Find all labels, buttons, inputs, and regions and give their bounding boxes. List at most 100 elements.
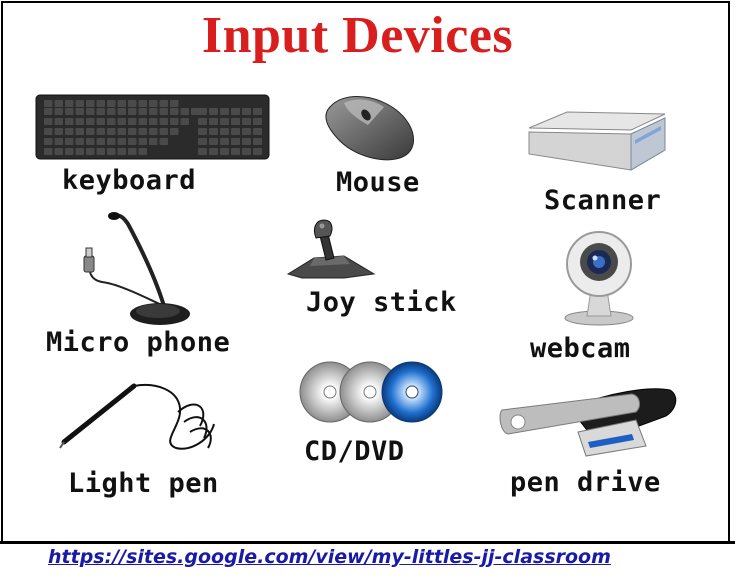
keyboard-key <box>75 148 84 155</box>
keyboard-key <box>138 138 147 145</box>
label-webcam: webcam <box>530 333 631 364</box>
keyboard-key <box>253 138 262 145</box>
keyboard-key <box>44 128 53 135</box>
keyboard-key <box>65 148 74 155</box>
keyboard-key <box>170 118 179 125</box>
keyboard-key <box>170 108 179 115</box>
keyboard-key <box>96 118 105 125</box>
keyboard-key <box>191 108 200 115</box>
keyboard-key <box>159 100 168 107</box>
keyboard-key <box>117 128 126 135</box>
keyboard-key <box>54 148 63 155</box>
keyboard-key <box>253 118 262 125</box>
scanner-icon <box>528 111 666 171</box>
device-mouse <box>322 93 417 163</box>
device-light-pen <box>59 382 218 454</box>
keyboard-key <box>128 138 137 145</box>
keyboard-key <box>170 100 179 107</box>
device-webcam <box>551 230 646 326</box>
label-joystick: Joy stick <box>306 287 457 318</box>
keyboard-key <box>65 128 74 135</box>
keyboard-key <box>242 138 251 145</box>
keyboard-icon <box>35 94 270 160</box>
keyboard-key <box>96 128 105 135</box>
keyboard-key <box>75 100 84 107</box>
keyboard-key <box>54 108 63 115</box>
keyboard-key <box>180 108 189 115</box>
keyboard-key <box>107 108 116 115</box>
keyboard-key <box>65 108 74 115</box>
keyboard-key <box>209 128 218 135</box>
keyboard-key <box>180 118 189 125</box>
keyboard-key <box>44 108 53 115</box>
page-title: Input Devices <box>201 7 514 64</box>
keyboard-key <box>253 148 262 155</box>
keyboard-key <box>149 128 158 135</box>
keyboard-key <box>198 118 207 125</box>
keyboard-key <box>242 108 251 115</box>
keyboard-key <box>107 138 116 145</box>
keyboard-key <box>209 118 218 125</box>
keyboard-key <box>117 148 126 155</box>
keyboard-key <box>54 138 63 145</box>
keyboard-key <box>117 108 126 115</box>
keyboard-key <box>75 138 84 145</box>
label-light-pen: Light pen <box>68 468 219 499</box>
keyboard-key <box>138 118 147 125</box>
keyboard-key <box>75 108 84 115</box>
keyboard-key <box>149 138 158 145</box>
label-pen-drive: pen drive <box>510 467 661 498</box>
keyboard-key <box>149 100 158 107</box>
keyboard-key <box>170 128 179 135</box>
keyboard-key <box>107 118 116 125</box>
keyboard-key <box>128 108 137 115</box>
keyboard-key <box>107 148 116 155</box>
keyboard-key <box>138 148 147 155</box>
device-pen-drive <box>499 384 680 462</box>
keyboard-key <box>149 108 158 115</box>
keyboard-key <box>128 128 137 135</box>
keyboard-key <box>96 100 105 107</box>
keyboard-key <box>65 100 74 107</box>
keyboard-key <box>117 138 126 145</box>
keyboard-key <box>138 100 147 107</box>
label-scanner: Scanner <box>544 185 662 216</box>
keyboard-key <box>86 118 95 125</box>
keyboard-key <box>128 148 137 155</box>
keyboard-key <box>138 128 147 135</box>
keyboard-key <box>107 128 116 135</box>
keyboard-key <box>242 148 251 155</box>
keyboard-key <box>54 100 63 107</box>
keyboard-key <box>242 128 251 135</box>
keyboard-key <box>65 118 74 125</box>
light-pen-icon <box>59 383 215 450</box>
footer-bar <box>0 541 735 577</box>
keyboard-key <box>209 138 218 145</box>
microphone-icon <box>83 212 190 325</box>
keyboard-key <box>159 108 168 115</box>
footer-url-link[interactable]: https://sites.google.com/view/my-littles… <box>48 546 611 568</box>
keyboard-key <box>159 138 168 145</box>
keyboard-key <box>86 100 95 107</box>
keyboard-key <box>220 108 229 115</box>
keyboard-key <box>231 108 240 115</box>
device-scanner <box>527 110 669 172</box>
device-microphone <box>80 210 195 328</box>
device-keyboard <box>35 94 271 161</box>
keyboard-key <box>220 138 229 145</box>
keyboard-key <box>253 128 262 135</box>
keyboard-key <box>54 128 63 135</box>
keyboard-key <box>253 108 262 115</box>
label-microphone: Micro phone <box>46 327 231 358</box>
label-mouse: Mouse <box>336 167 420 198</box>
keyboard-key <box>75 118 84 125</box>
keyboard-key <box>86 128 95 135</box>
keyboard-key <box>107 100 116 107</box>
webcam-icon <box>564 231 634 326</box>
keyboard-key <box>44 100 53 107</box>
keyboard-key <box>149 118 158 125</box>
keyboard-key <box>86 148 95 155</box>
device-joystick <box>284 218 376 280</box>
keyboard-key <box>198 128 207 135</box>
keyboard-key <box>231 138 240 145</box>
